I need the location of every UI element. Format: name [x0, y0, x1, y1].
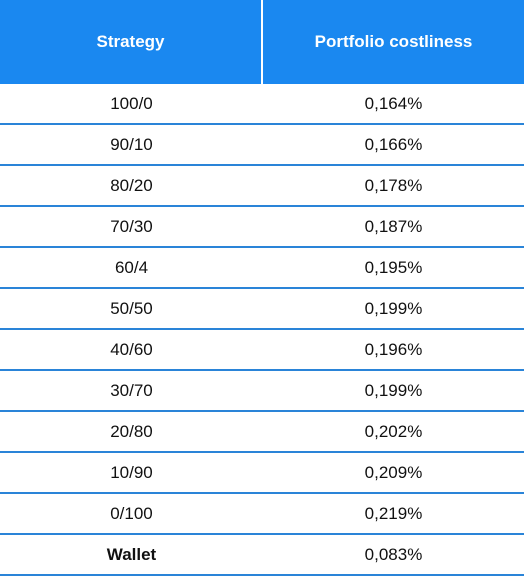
strategy-cell: 90/10 [110, 134, 153, 154]
cost-cell: 0,199% [364, 298, 423, 318]
table-row: 60/4 0,195% [0, 248, 524, 289]
header-portfolio-costliness: Portfolio costliness [263, 0, 524, 84]
cost-cell: 0,166% [364, 134, 423, 154]
cost-cell: 0,178% [364, 175, 423, 195]
strategy-cell: 50/50 [110, 298, 153, 318]
table-header: Strategy Portfolio costliness [0, 0, 524, 84]
strategy-cell: Wallet [106, 544, 157, 564]
cost-cell: 0,187% [364, 216, 423, 236]
table-row: 0/100 0,219% [0, 494, 524, 535]
strategy-cell: 70/30 [110, 216, 153, 236]
table-row: 100/0 0,164% [0, 84, 524, 125]
strategy-cell: 60/4 [114, 257, 149, 277]
table-row: 30/70 0,199% [0, 371, 524, 412]
strategy-cell: 100/0 [110, 93, 153, 113]
table-row: 80/20 0,178% [0, 166, 524, 207]
strategy-cell: 80/20 [110, 175, 153, 195]
table-row: 70/30 0,187% [0, 207, 524, 248]
strategy-cell: 40/60 [110, 339, 153, 359]
cost-cell: 0,195% [364, 257, 423, 277]
strategy-cell: 10/90 [110, 462, 153, 482]
cost-cell: 0,164% [364, 93, 423, 113]
header-strategy: Strategy [0, 0, 263, 84]
strategy-cell: 0/100 [110, 503, 153, 523]
cost-cell: 0,202% [364, 421, 423, 441]
strategy-cell: 20/80 [110, 421, 153, 441]
cost-cell: 0,219% [364, 503, 423, 523]
table-row: 50/50 0,199% [0, 289, 524, 330]
table-row: 40/60 0,196% [0, 330, 524, 371]
table-row: 20/80 0,202% [0, 412, 524, 453]
cost-cell: 0,209% [364, 462, 423, 482]
table-row: 10/90 0,209% [0, 453, 524, 494]
strategy-cell: 30/70 [110, 380, 153, 400]
table-row: 90/10 0,166% [0, 125, 524, 166]
cost-cell: 0,083% [364, 544, 423, 564]
cost-cell: 0,199% [364, 380, 423, 400]
cost-cell: 0,196% [364, 339, 423, 359]
table-row-wallet: Wallet 0,083% [0, 535, 524, 576]
